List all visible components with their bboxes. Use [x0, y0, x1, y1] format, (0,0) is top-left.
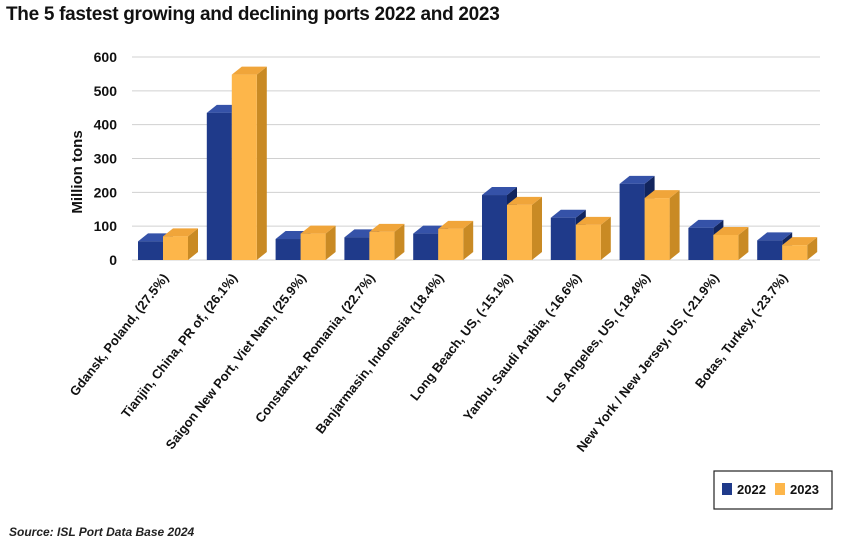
bar-front — [757, 240, 783, 260]
bar-front — [163, 236, 188, 260]
bar-top — [757, 232, 793, 241]
bar-top — [619, 175, 655, 184]
bar-top — [688, 219, 724, 228]
y-tick-label: 600 — [94, 49, 118, 65]
bar-top — [575, 216, 611, 225]
bar-series — [138, 66, 818, 261]
bar-2023-8 — [713, 226, 749, 260]
bar-top — [507, 196, 542, 205]
bar-front — [550, 217, 576, 260]
bar-top — [163, 228, 198, 237]
bar-front — [275, 239, 301, 260]
bar-side — [325, 225, 336, 260]
bar-top — [300, 225, 336, 234]
y-tick-label: 0 — [109, 252, 117, 268]
bar-top — [231, 66, 267, 75]
bar-2023-6 — [575, 216, 611, 260]
bar-front — [713, 234, 739, 260]
bar-2023-9 — [782, 237, 818, 260]
bar-top — [644, 190, 680, 199]
legend-label-2022: 2022 — [737, 482, 766, 497]
bar-top — [482, 187, 517, 196]
bar-2023-0 — [163, 228, 198, 260]
bar-2023-3 — [369, 223, 405, 260]
legend-swatch-2022 — [722, 483, 732, 495]
bar-front — [482, 195, 507, 260]
y-tick-label: 100 — [94, 218, 118, 234]
x-tick-label: Tianjin, China, PR of, (26.1%) — [118, 271, 240, 421]
bar-front — [438, 228, 464, 260]
legend-box — [713, 470, 833, 510]
bar-2023-5 — [507, 196, 542, 260]
bar-front — [782, 245, 808, 260]
bar-2023-4 — [438, 220, 474, 260]
bar-front — [369, 231, 395, 260]
y-tick-label: 200 — [94, 184, 118, 200]
bar-side — [532, 196, 542, 260]
x-tick-label: New York / New Jersey, US, (-21.9%) — [573, 271, 721, 455]
bar-side — [188, 228, 198, 260]
bar-front — [507, 204, 532, 260]
bar-front — [644, 198, 670, 260]
bar-front — [300, 233, 326, 260]
bar-top — [782, 237, 818, 246]
bar-top — [369, 223, 405, 232]
bar-front — [206, 112, 232, 260]
bar-2023-1 — [231, 66, 267, 261]
bar-front — [688, 227, 714, 260]
bar-side — [256, 66, 267, 261]
bar-top — [550, 209, 586, 218]
bar-front — [413, 233, 439, 260]
y-axis-label: Million tons — [69, 130, 86, 213]
bar-front — [619, 183, 645, 260]
y-tick-label: 500 — [94, 83, 118, 99]
bar-side — [463, 220, 474, 260]
bar-2023-2 — [300, 225, 336, 260]
x-tick-label: Yanbu, Saudi Arabia, (-16.6%) — [460, 271, 584, 424]
chart-title: The 5 fastest growing and declining port… — [6, 4, 500, 25]
y-tick-label: 300 — [94, 151, 118, 167]
bar-side — [669, 190, 680, 260]
legend: 2022 2023 — [713, 470, 833, 510]
bar-front — [138, 241, 163, 260]
x-tick-label: Saigon New Port, Viet Nam, (25.9%) — [163, 271, 309, 453]
bar-front — [344, 237, 370, 260]
y-axis-ticks: 0 100 200 300 400 500 600 — [94, 49, 118, 268]
legend-swatch-2023 — [775, 483, 785, 495]
y-tick-label: 400 — [94, 117, 118, 133]
bar-2023-7 — [644, 190, 680, 260]
bar-top — [713, 226, 749, 235]
source-note: Source: ISL Port Data Base 2024 — [9, 525, 195, 539]
bar-side — [394, 223, 405, 260]
bar-top — [438, 220, 474, 229]
x-tick-label: Constantza, Romania, (22.7%) — [252, 271, 378, 426]
bar-side — [807, 237, 818, 260]
bar-side — [600, 216, 611, 260]
bar-side — [738, 226, 749, 260]
x-axis-ticks: Gdansk, Poland, (27.5%)Tianjin, China, P… — [67, 271, 791, 455]
bar-front — [575, 224, 601, 260]
x-tick-label: Banjarmasin, Indonesia, (18.4%) — [312, 271, 446, 437]
legend-label-2023: 2023 — [790, 482, 819, 497]
bar-front — [231, 74, 257, 261]
